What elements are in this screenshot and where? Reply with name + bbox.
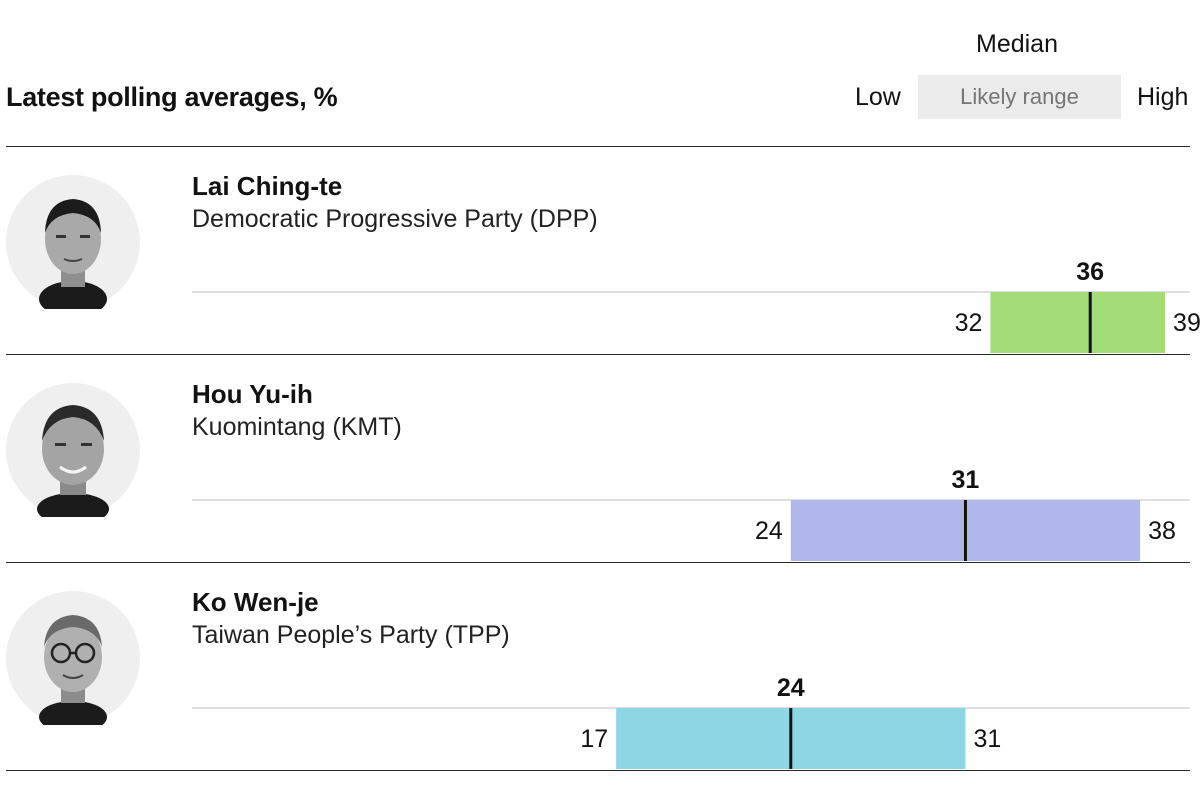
- median-label: 36: [1076, 258, 1104, 286]
- legend-low-label: Low: [855, 83, 901, 111]
- legend-high-label: High: [1137, 83, 1189, 111]
- range-bar: [990, 292, 1166, 353]
- legend-likely-range: Likely range: [918, 75, 1121, 119]
- candidate-portrait-ko: [6, 591, 140, 725]
- row-divider: [6, 770, 1190, 771]
- candidate-name: Hou Yu-ih: [192, 379, 313, 409]
- candidate-party: Taiwan People’s Party (TPP): [192, 621, 510, 649]
- candidate-party: Democratic Progressive Party (DPP): [192, 205, 598, 233]
- candidate-portrait-lai: [6, 175, 140, 309]
- candidate-name: Lai Ching-te: [192, 171, 343, 201]
- low-label: 24: [755, 517, 783, 545]
- legend-median-label: Median: [976, 30, 1058, 58]
- candidate-name: Ko Wen-je: [192, 587, 319, 617]
- row-divider: [6, 354, 1190, 355]
- high-label: 39: [1173, 309, 1200, 337]
- candidate-party: Kuomintang (KMT): [192, 413, 402, 441]
- high-label: 31: [973, 725, 1001, 753]
- range-chart: 36 32 39 31 24 38 24 17 31: [192, 258, 1200, 769]
- candidate-portrait-hou: [6, 383, 140, 517]
- high-label: 38: [1148, 517, 1176, 545]
- low-label: 32: [955, 309, 983, 337]
- header-divider: [6, 146, 1190, 147]
- median-label: 31: [952, 466, 980, 494]
- low-label: 17: [580, 725, 608, 753]
- chart-title: Latest polling averages, %: [6, 82, 338, 112]
- median-label: 24: [777, 674, 805, 702]
- row-divider: [6, 562, 1190, 563]
